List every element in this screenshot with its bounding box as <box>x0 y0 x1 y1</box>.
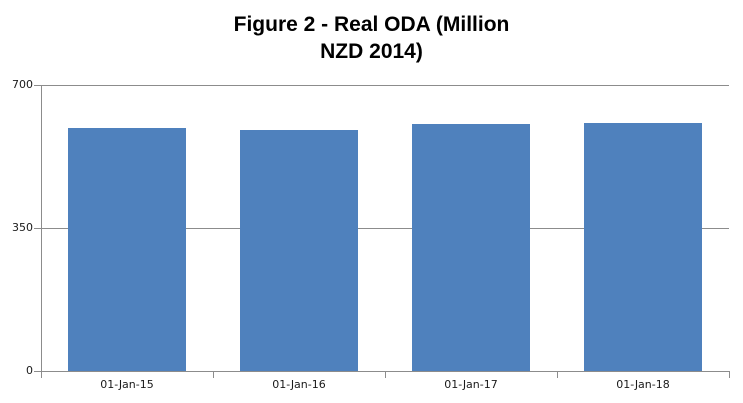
bar-01-Jan-17 <box>412 124 530 371</box>
chart-title-line2: NZD 2014) <box>320 40 423 63</box>
y-tick-label-350: 350 <box>12 221 33 234</box>
y-tick-mark-350 <box>34 228 41 229</box>
y-tick-mark-0 <box>34 371 41 372</box>
x-tick-mark-1 <box>213 371 214 378</box>
gridline-700 <box>41 85 729 86</box>
x-tick-label-01-Jan-16: 01-Jan-16 <box>272 378 326 391</box>
bar-01-Jan-15 <box>68 128 186 371</box>
x-tick-mark-3 <box>557 371 558 378</box>
y-tick-mark-700 <box>34 85 41 86</box>
gridline-350 <box>41 228 729 229</box>
bar-01-Jan-18 <box>584 123 702 371</box>
y-tick-label-700: 700 <box>12 78 33 91</box>
bar-01-Jan-16 <box>240 130 358 371</box>
x-tick-label-01-Jan-17: 01-Jan-17 <box>444 378 498 391</box>
x-tick-mark-0 <box>41 371 42 378</box>
chart-title-line1: Figure 2 - Real ODA (Million <box>233 13 510 36</box>
x-axis-line <box>41 371 729 372</box>
x-tick-label-01-Jan-18: 01-Jan-18 <box>616 378 670 391</box>
x-tick-mark-2 <box>385 371 386 378</box>
y-axis-line <box>41 85 42 372</box>
x-tick-mark-4 <box>729 371 730 378</box>
y-tick-label-0: 0 <box>26 364 33 377</box>
x-tick-label-01-Jan-15: 01-Jan-15 <box>100 378 154 391</box>
chart-title: Figure 2 - Real ODA (Million NZD 2014) <box>0 11 743 65</box>
